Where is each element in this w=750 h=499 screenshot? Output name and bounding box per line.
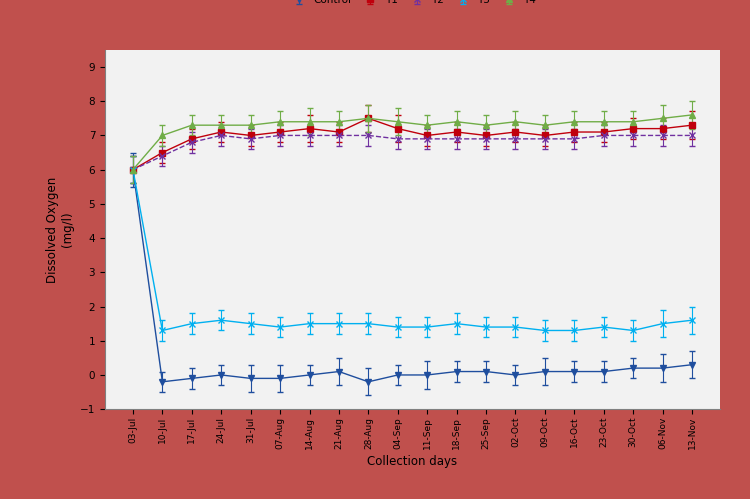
Y-axis label: Dissolved Oxygen
(mg/l): Dissolved Oxygen (mg/l) <box>46 177 74 282</box>
Legend: Control, T1, T2, T3, T4: Control, T1, T2, T3, T4 <box>284 0 541 9</box>
X-axis label: Collection days: Collection days <box>368 455 458 468</box>
